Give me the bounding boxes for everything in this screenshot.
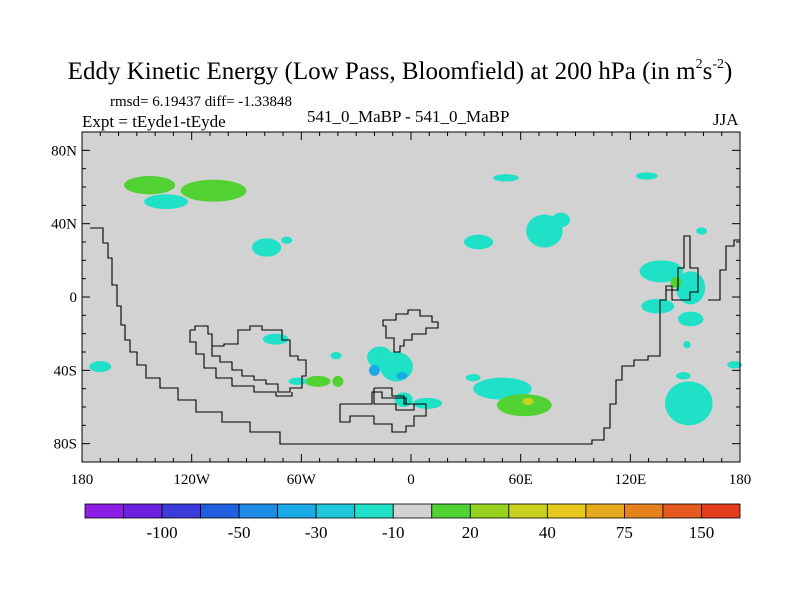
contour-blob-9 [304, 375, 331, 387]
contour-blob-28 [89, 361, 112, 373]
x-tick-label-3: 0 [407, 472, 415, 488]
colorbar-bin-3 [200, 503, 240, 519]
colorbar-bin-5 [277, 503, 317, 519]
contour-blob-30 [330, 352, 342, 360]
y-axis-ticks: 80N 40N 0 40S 80S [51, 143, 740, 453]
colorbar-bin-10 [469, 503, 510, 519]
colorbar-bin-6 [315, 503, 356, 519]
contour-blob-25 [727, 361, 742, 369]
contour-blob-29 [262, 333, 289, 345]
contour-blob-13 [496, 394, 552, 417]
map-background [82, 132, 740, 462]
contour-blob-21 [677, 311, 704, 327]
contour-blob-0 [124, 176, 176, 195]
colorbar-bin-1 [123, 503, 163, 519]
title-sup-2: -2 [712, 56, 724, 72]
chart-title: Eddy Kinetic Energy (Low Pass, Bloomfiel… [0, 56, 800, 86]
contour-blob-22 [670, 276, 682, 288]
coastline-loop-2 [189, 330, 293, 397]
contour-blob-34 [696, 227, 708, 235]
contour-blob-8 [412, 397, 443, 409]
y-tick-label-4: 80S [54, 437, 77, 453]
expt-label: Expt = tEyde1-tEyde [82, 112, 226, 131]
colorbar-label-7: 150 [689, 523, 715, 542]
contour-blob-5 [368, 364, 380, 376]
coastline-americas-west [90, 227, 661, 445]
coastline-loop-1 [190, 325, 307, 393]
colorbar-label-6: 75 [616, 523, 633, 542]
x-tick-label-2: 60W [287, 472, 317, 488]
colorbar-bin-12 [546, 503, 587, 519]
contour-blob-23 [665, 381, 713, 426]
title-text-mid: s [702, 58, 713, 85]
contour-blob-20 [641, 298, 675, 314]
contour-blob-10 [288, 377, 307, 386]
colorbar-bin-16 [701, 503, 741, 519]
contour-blob-27 [281, 236, 293, 244]
colorbar-bin-15 [662, 503, 702, 519]
y-tick-label-3: 40S [54, 363, 77, 379]
contour-blob-17 [551, 212, 571, 228]
coastline-small-loop [373, 387, 415, 411]
x-tick-label-0: 180 [71, 472, 94, 488]
colorbar-bin-0 [84, 503, 124, 519]
coastline-east [708, 239, 740, 301]
stats-text: rmsd= 6.19437 diff= -1.33848 [110, 94, 293, 110]
x-tick-label-6: 180 [729, 472, 752, 488]
colorbar-label-5: 40 [539, 523, 556, 542]
colorbar-label-0: -100 [146, 523, 177, 542]
colorbar-label-1: -50 [228, 523, 251, 542]
y-tick-label-2: 0 [70, 290, 78, 306]
y-tick-label-0: 80N [51, 143, 77, 159]
title-text-end: ) [724, 58, 733, 85]
title-text: Eddy Kinetic Energy (Low Pass, Bloomfiel… [67, 58, 696, 85]
y-tick-label-1: 40N [51, 217, 77, 233]
coastline-africa [382, 309, 439, 353]
colorbar-bin-11 [508, 503, 548, 519]
case-label: 541_0_MaBP - 541_0_MaBP [307, 107, 510, 126]
contour-blob-1 [180, 179, 247, 202]
colorbar-label-2: -30 [305, 523, 328, 542]
coastline-asia [660, 235, 699, 301]
coastlines [90, 227, 740, 445]
contour-blob-35 [683, 341, 691, 349]
contour-blob-24 [676, 372, 691, 380]
contour-blob-19 [676, 271, 706, 305]
contour-blob-14 [522, 397, 534, 406]
contour-blob-12 [473, 377, 532, 400]
contour-blob-4 [379, 352, 413, 382]
x-axis-ticks: 180 120W 60W 0 60E 120E 180 [71, 132, 752, 488]
contour-blob-6 [396, 372, 408, 380]
contour-blob-18 [639, 260, 684, 283]
colorbar-bin-9 [431, 503, 471, 519]
colorbar-bin-13 [585, 503, 625, 519]
contour-blob-33 [493, 174, 519, 182]
title-sup-1: 2 [695, 56, 703, 72]
season-label: JJA [713, 110, 739, 129]
contour-blob-31 [465, 374, 481, 382]
contour-blob-11 [332, 375, 344, 387]
colorbar-bin-2 [161, 503, 201, 519]
colorbar-label-4: 20 [462, 523, 479, 542]
x-tick-label-5: 120E [614, 472, 646, 488]
x-tick-label-1: 120W [173, 472, 211, 488]
coastline-inner-loop [339, 391, 427, 433]
contour-blob-2 [144, 194, 189, 210]
contour-blob-26 [251, 238, 282, 257]
colorbar: -100 -50 -30 -10 20 40 75 150 [84, 503, 741, 542]
x-tick-label-4: 60E [509, 472, 533, 488]
colorbar-bin-7 [354, 503, 394, 519]
colorbar-bin-8 [392, 503, 433, 519]
colorbar-bin-14 [624, 503, 664, 519]
contour-blob-16 [464, 234, 494, 250]
colorbar-bin-4 [238, 503, 279, 519]
contour-blob-32 [635, 172, 658, 180]
colorbar-label-3: -10 [382, 523, 405, 542]
